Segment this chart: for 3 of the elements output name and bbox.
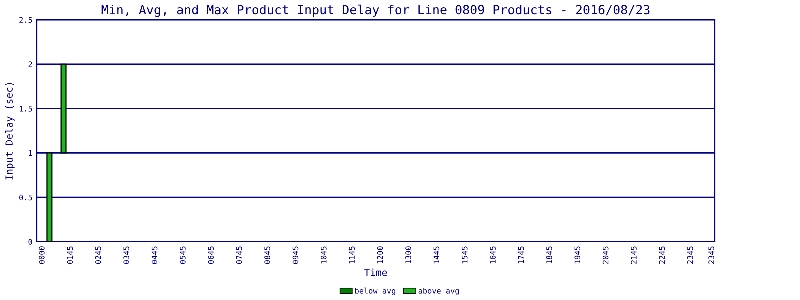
- x-axis-title: Time: [364, 268, 388, 276]
- chart-title: Min, Avg, and Max Product Input Delay for Line 0809 Products - 2016/08/23: [102, 4, 650, 18]
- y-axis-title: Input Delay (sec): [5, 83, 15, 180]
